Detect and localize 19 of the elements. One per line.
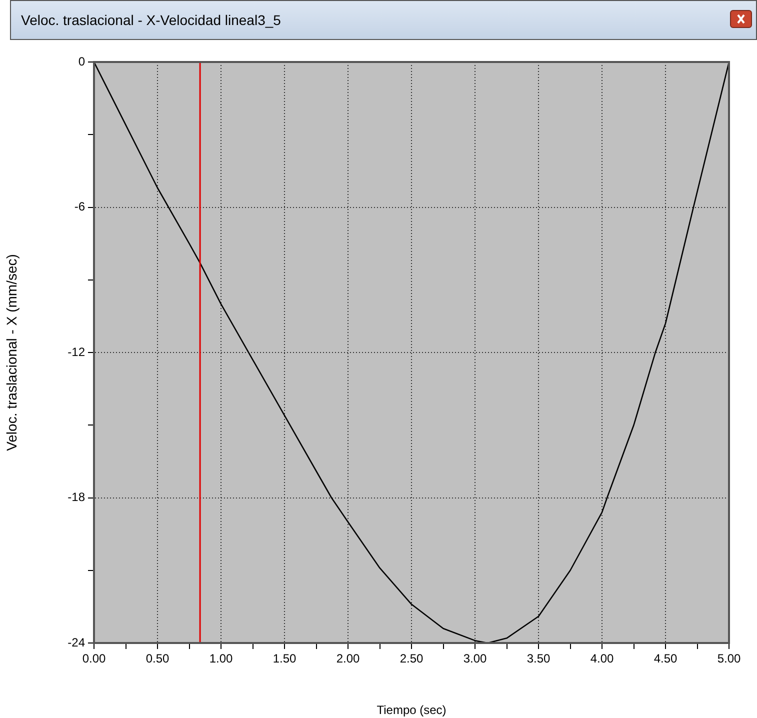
- y-axis-title: Veloc. traslacional - X (mm/sec): [3, 254, 20, 451]
- x-tick-label: 3.50: [526, 652, 550, 666]
- x-tick-label: 1.00: [209, 652, 233, 666]
- x-tick-label: 0.00: [82, 652, 106, 666]
- y-tick-label: -12: [68, 344, 86, 359]
- x-tick-label: 5.00: [717, 652, 741, 666]
- x-tick-label: 3.00: [463, 652, 487, 666]
- y-tick-label: -6: [74, 200, 86, 214]
- x-tick-label: 2.00: [336, 652, 360, 666]
- y-tick-label: -24: [68, 635, 86, 650]
- y-tick-label: 0: [78, 54, 86, 68]
- x-tick-label: 1.50: [272, 652, 296, 666]
- x-tick-label: 4.50: [654, 652, 678, 666]
- x-axis-title: Tiempo (sec): [376, 703, 446, 718]
- x-tick-label: 0.50: [146, 652, 170, 666]
- chart-title: Veloc. traslacional - X-Velocidad lineal3_5: [21, 12, 281, 28]
- x-tick-label: 4.00: [590, 652, 614, 666]
- x-tick-label: 2.50: [400, 652, 424, 666]
- y-tick-label: -18: [68, 490, 86, 504]
